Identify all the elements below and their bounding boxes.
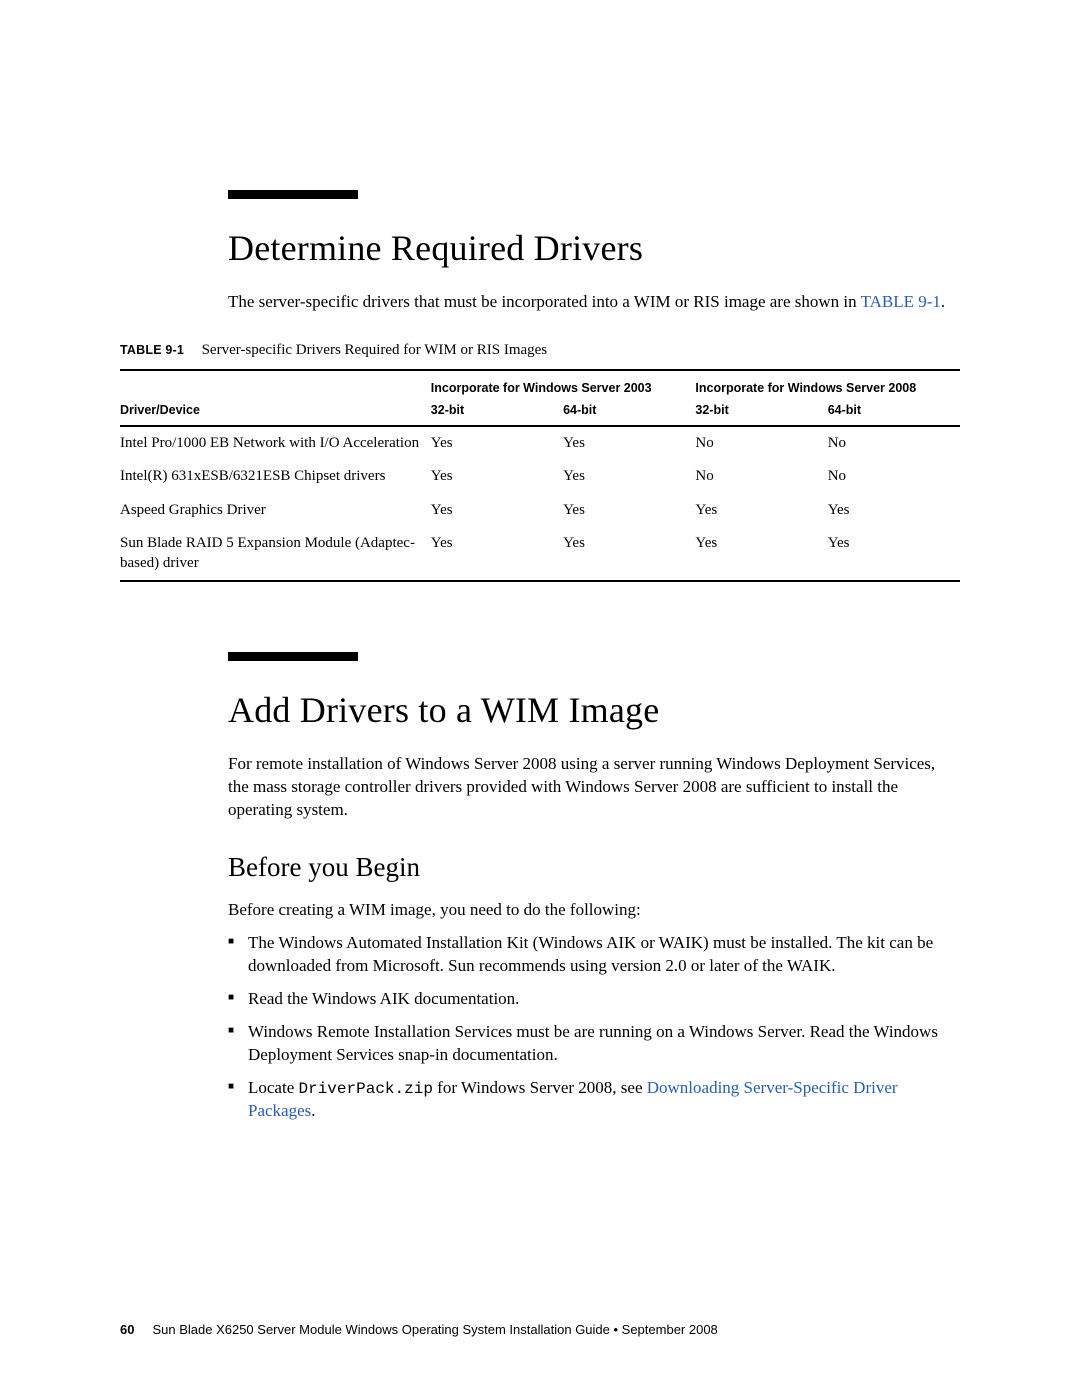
cell-driver: Sun Blade RAID 5 Expansion Module (Adapt… xyxy=(120,527,431,581)
bullet-text: Windows Remote Installation Services mus… xyxy=(248,1022,938,1064)
table-header-sub-row: Driver/Device 32-bit 64-bit 32-bit 64-bi… xyxy=(120,397,960,426)
cell-val: Yes xyxy=(563,527,695,581)
cell-val: Yes xyxy=(431,527,563,581)
cell-val: No xyxy=(828,460,960,494)
table-header-group-row: Incorporate for Windows Server 2003 Inco… xyxy=(120,370,960,397)
cell-val: Yes xyxy=(431,426,563,461)
cell-val: No xyxy=(828,426,960,461)
col-2003-64bit: 64-bit xyxy=(563,397,695,426)
drivers-table: Incorporate for Windows Server 2003 Inco… xyxy=(120,369,960,583)
table-group-empty xyxy=(120,370,431,397)
col-driver-device: Driver/Device xyxy=(120,397,431,426)
cell-val: Yes xyxy=(828,494,960,528)
bullet-text: The Windows Automated Installation Kit (… xyxy=(248,933,933,975)
cell-val: No xyxy=(695,426,827,461)
section-heading-add-drivers: Add Drivers to a WIM Image xyxy=(228,689,960,731)
cell-val: No xyxy=(695,460,827,494)
page-footer: 60 Sun Blade X6250 Server Module Windows … xyxy=(120,1322,718,1337)
table-body: Intel Pro/1000 EB Network with I/O Accel… xyxy=(120,426,960,582)
section1-intro-post: . xyxy=(941,292,945,311)
bullet-text: Read the Windows AIK documentation. xyxy=(248,989,519,1008)
page-number: 60 xyxy=(120,1322,134,1337)
section2-intro: For remote installation of Windows Serve… xyxy=(228,753,960,822)
table-ref-link[interactable]: TABLE 9-1 xyxy=(861,292,941,311)
cell-val: Yes xyxy=(828,527,960,581)
table-row: Sun Blade RAID 5 Expansion Module (Adapt… xyxy=(120,527,960,581)
cell-driver: Intel Pro/1000 EB Network with I/O Accel… xyxy=(120,426,431,461)
table-row: Aspeed Graphics Driver Yes Yes Yes Yes xyxy=(120,494,960,528)
cell-val: Yes xyxy=(563,426,695,461)
cell-driver: Aspeed Graphics Driver xyxy=(120,494,431,528)
bullet-text-mid: for Windows Server 2008, see xyxy=(433,1078,647,1097)
before-bullet-list: The Windows Automated Installation Kit (… xyxy=(228,932,960,1123)
section-rule xyxy=(228,190,358,199)
code-driverpack: DriverPack.zip xyxy=(299,1080,433,1098)
subheading-before-you-begin: Before you Begin xyxy=(228,852,960,883)
table-caption-text: Server-specific Drivers Required for WIM… xyxy=(202,342,548,358)
section1-intro-pre: The server-specific drivers that must be… xyxy=(228,292,861,311)
document-page: Determine Required Drivers The server-sp… xyxy=(0,0,1080,1397)
cell-val: Yes xyxy=(431,460,563,494)
table-label: TABLE 9-1 xyxy=(120,343,184,357)
table-caption: TABLE 9-1 Server-specific Drivers Requir… xyxy=(120,342,960,359)
table-row: Intel Pro/1000 EB Network with I/O Accel… xyxy=(120,426,960,461)
col-2003-32bit: 32-bit xyxy=(431,397,563,426)
table-row: Intel(R) 631xESB/6321ESB Chipset drivers… xyxy=(120,460,960,494)
col-2008-64bit: 64-bit xyxy=(828,397,960,426)
cell-val: Yes xyxy=(563,494,695,528)
list-item: The Windows Automated Installation Kit (… xyxy=(228,932,960,978)
section1-intro: The server-specific drivers that must be… xyxy=(228,291,960,314)
table-group-2003: Incorporate for Windows Server 2003 xyxy=(431,370,696,397)
cell-driver: Intel(R) 631xESB/6321ESB Chipset drivers xyxy=(120,460,431,494)
cell-val: Yes xyxy=(563,460,695,494)
col-2008-32bit: 32-bit xyxy=(695,397,827,426)
list-item: Read the Windows AIK documentation. xyxy=(228,988,960,1011)
cell-val: Yes xyxy=(431,494,563,528)
list-item: Locate DriverPack.zip for Windows Server… xyxy=(228,1077,960,1124)
cell-val: Yes xyxy=(695,494,827,528)
bullet-text-post: . xyxy=(311,1101,315,1120)
bullet-text-pre: Locate xyxy=(248,1078,299,1097)
section-rule xyxy=(228,652,358,661)
before-intro: Before creating a WIM image, you need to… xyxy=(228,899,960,922)
table-group-2008: Incorporate for Windows Server 2008 xyxy=(695,370,960,397)
footer-text: Sun Blade X6250 Server Module Windows Op… xyxy=(152,1322,717,1337)
list-item: Windows Remote Installation Services mus… xyxy=(228,1021,960,1067)
section-heading-determine-drivers: Determine Required Drivers xyxy=(228,227,960,269)
cell-val: Yes xyxy=(695,527,827,581)
